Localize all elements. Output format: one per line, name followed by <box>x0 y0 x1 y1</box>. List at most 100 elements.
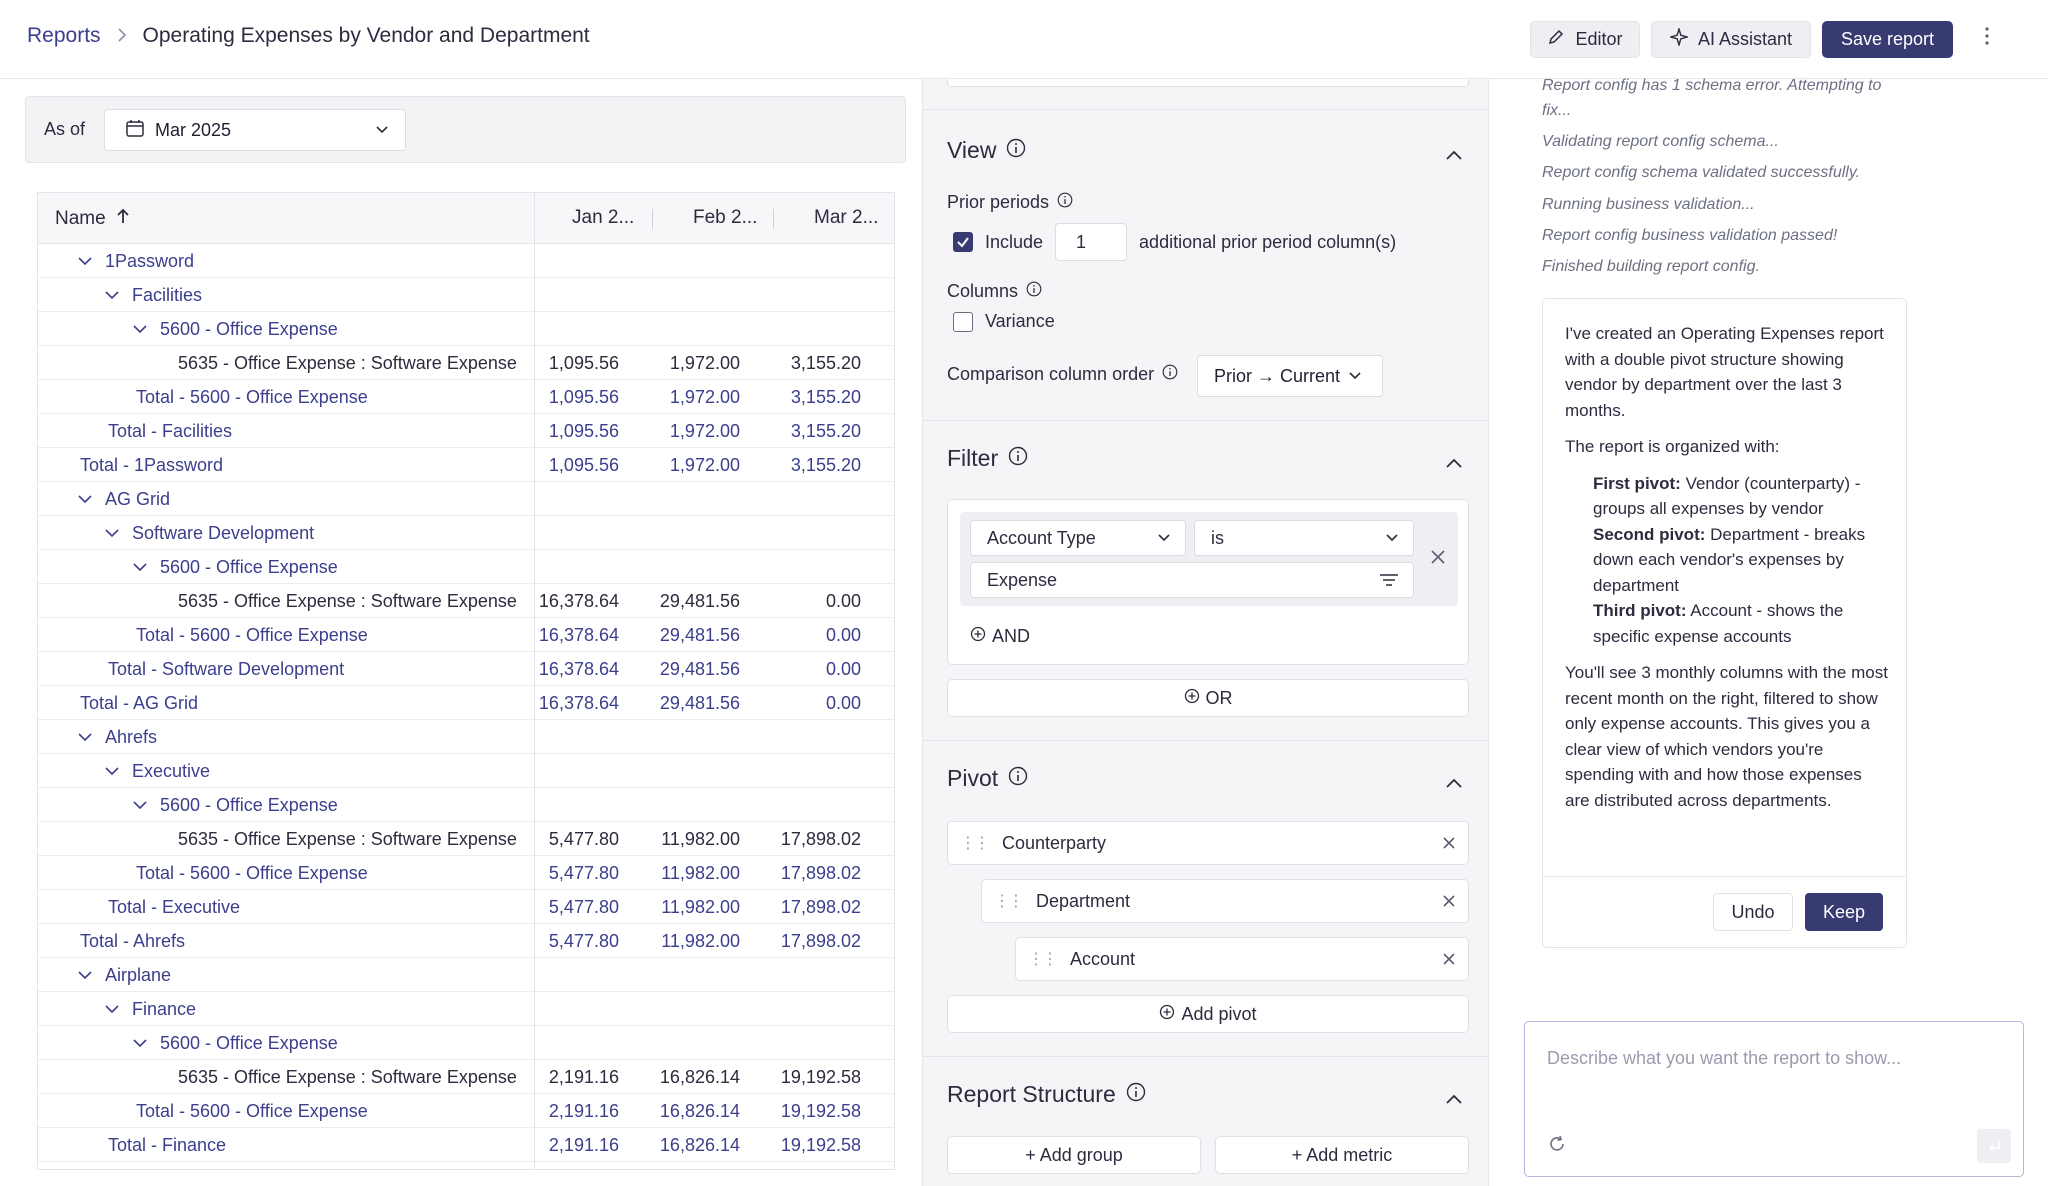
row-total-label: Total - 5600 - Office Expense <box>136 1101 368 1122</box>
remove-pivot-icon[interactable] <box>1442 950 1456 971</box>
filter-operator-select[interactable]: is <box>1194 520 1414 556</box>
chevron-down-icon[interactable] <box>77 727 93 748</box>
column-header-mar[interactable]: Mar 2... <box>814 207 879 228</box>
refresh-icon[interactable] <box>1547 1134 1567 1159</box>
row-value-cell: 17,898.02 <box>780 829 861 849</box>
row-value-cell: 2,191.16 <box>548 1101 619 1121</box>
row-value-cell: 19,192.58 <box>780 1067 861 1087</box>
table-row[interactable]: AG Grid <box>38 482 894 516</box>
collapse-filter-icon[interactable] <box>1445 453 1463 468</box>
pivot-item-counterparty[interactable]: ⋮⋮ Counterparty <box>947 821 1469 865</box>
message-outro: You'll see 3 monthly columns with the mo… <box>1565 663 1888 810</box>
table-row[interactable]: Executive <box>38 754 894 788</box>
add-pivot-label: Add pivot <box>1181 1003 1257 1024</box>
remove-pivot-icon[interactable] <box>1442 834 1456 855</box>
column-resize-handle[interactable] <box>652 209 653 229</box>
undo-button[interactable]: Undo <box>1713 893 1793 931</box>
filter-field-select[interactable]: Account Type <box>970 520 1186 556</box>
chevron-down-icon[interactable] <box>132 319 148 340</box>
variance-checkbox[interactable] <box>953 311 973 332</box>
row-group-label: 5600 - Office Expense <box>132 1033 338 1054</box>
name-column-header[interactable]: Name <box>55 207 130 231</box>
chevron-down-icon[interactable] <box>132 557 148 578</box>
table-row[interactable]: 5600 - Office Expense <box>38 788 894 822</box>
table-row[interactable]: 5600 - Office Expense <box>38 1026 894 1060</box>
chevron-down-icon[interactable] <box>104 761 120 782</box>
ai-assistant-button[interactable]: AI Assistant <box>1651 21 1811 58</box>
info-icon <box>1057 192 1073 213</box>
row-account-label: 5635 - Office Expense : Software Expense <box>178 353 533 374</box>
remove-filter-icon[interactable] <box>1430 549 1446 570</box>
keep-button[interactable]: Keep <box>1805 893 1883 931</box>
collapse-view-icon[interactable] <box>1445 145 1463 160</box>
filter-value-input[interactable]: Expense <box>970 562 1414 598</box>
prior-period-count-input[interactable]: 1 <box>1055 223 1128 261</box>
add-metric-button[interactable]: + Add metric <box>1215 1136 1469 1174</box>
include-checkbox[interactable] <box>953 232 973 252</box>
row-value-cell: 3,155.20 <box>790 421 861 441</box>
add-and-label: AND <box>992 626 1031 646</box>
breadcrumb: Reports Operating Expenses by Vendor and… <box>27 24 590 48</box>
table-row[interactable]: Ahrefs <box>38 720 894 754</box>
chevron-down-icon[interactable] <box>132 795 148 816</box>
add-and-button[interactable]: AND <box>970 626 1030 647</box>
plus-circle-icon <box>970 626 986 647</box>
column-header-jan[interactable]: Jan 2... <box>572 207 635 228</box>
table-row[interactable]: 5600 - Office Expense <box>38 550 894 584</box>
drag-handle-icon[interactable]: ⋮⋮ <box>960 835 990 852</box>
table-row: 5635 - Office Expense : Software Expense… <box>38 584 894 618</box>
as-of-date-select[interactable]: Mar 2025 <box>104 109 406 151</box>
row-group-label: Facilities <box>104 285 202 306</box>
chevron-down-icon[interactable] <box>104 285 120 306</box>
collapse-report-structure-icon[interactable] <box>1445 1089 1463 1104</box>
row-label-text: Total - Facilities <box>108 421 233 441</box>
chevron-down-icon[interactable] <box>77 965 93 986</box>
table-row[interactable]: 5600 - Office Expense <box>38 312 894 346</box>
more-options-icon[interactable] <box>1978 24 1996 54</box>
table-row[interactable]: Software Development <box>38 516 894 550</box>
comparison-order-select[interactable]: Prior → Current <box>1197 355 1383 397</box>
row-total-label: Total - Finance <box>108 1135 226 1156</box>
column-resize-handle[interactable] <box>894 209 895 229</box>
chevron-down-icon[interactable] <box>104 523 120 544</box>
table-row[interactable]: 1Password <box>38 244 894 278</box>
row-label-text: 5635 - Office Expense : Software Expense <box>178 353 517 373</box>
drag-handle-icon[interactable]: ⋮⋮ <box>1028 951 1058 968</box>
row-value-cell: 16,378.64 <box>538 659 619 679</box>
table-row: Total - 5600 - Office Expense 1,095.56 1,9… <box>38 380 894 414</box>
row-value-cell: 1,972.00 <box>669 421 740 441</box>
table-row: Total - 5600 - Office Expense 16,378.64 29… <box>38 618 894 652</box>
row-value-cell: 5,477.80 <box>548 931 619 951</box>
pivot-item-account[interactable]: ⋮⋮ Account <box>1015 937 1469 981</box>
drag-handle-icon[interactable]: ⋮⋮ <box>994 893 1024 910</box>
send-icon[interactable] <box>1977 1129 2011 1163</box>
chevron-down-icon[interactable] <box>77 489 93 510</box>
row-value-cell: 5,477.80 <box>548 863 619 883</box>
filter-lines-icon[interactable] <box>1379 572 1399 593</box>
breadcrumb-reports-link[interactable]: Reports <box>27 24 101 47</box>
add-group-button[interactable]: + Add group <box>947 1136 1201 1174</box>
row-total-label: Total - Ahrefs <box>80 931 185 952</box>
editor-button[interactable]: Editor <box>1530 21 1640 58</box>
table-row[interactable]: Facilities <box>38 278 894 312</box>
comparison-order-value: Prior → Current <box>1214 365 1341 386</box>
collapse-pivot-icon[interactable] <box>1445 773 1463 788</box>
prior-periods-label: Prior periods <box>947 192 1073 213</box>
chevron-down-icon[interactable] <box>77 251 93 272</box>
remove-pivot-icon[interactable] <box>1442 892 1456 913</box>
pivot-item-department[interactable]: ⋮⋮ Department <box>981 879 1469 923</box>
row-label-text: Facilities <box>132 285 203 305</box>
add-or-button[interactable]: OR <box>947 679 1469 717</box>
add-pivot-button[interactable]: Add pivot <box>947 995 1469 1033</box>
prompt-textarea[interactable]: Describe what you want the report to sho… <box>1524 1021 2024 1177</box>
column-resize-handle[interactable] <box>773 209 774 229</box>
table-row[interactable]: Airplane <box>38 958 894 992</box>
as-of-bar: As of Mar 2025 <box>25 96 906 163</box>
chevron-down-icon[interactable] <box>104 999 120 1020</box>
save-report-button[interactable]: Save report <box>1822 21 1953 58</box>
chevron-down-icon[interactable] <box>132 1033 148 1054</box>
table-row[interactable]: Finance <box>38 992 894 1026</box>
row-value-cell: 1,095.56 <box>548 455 619 475</box>
row-value-cell: 16,826.14 <box>659 1067 740 1087</box>
column-header-feb[interactable]: Feb 2... <box>693 207 758 228</box>
